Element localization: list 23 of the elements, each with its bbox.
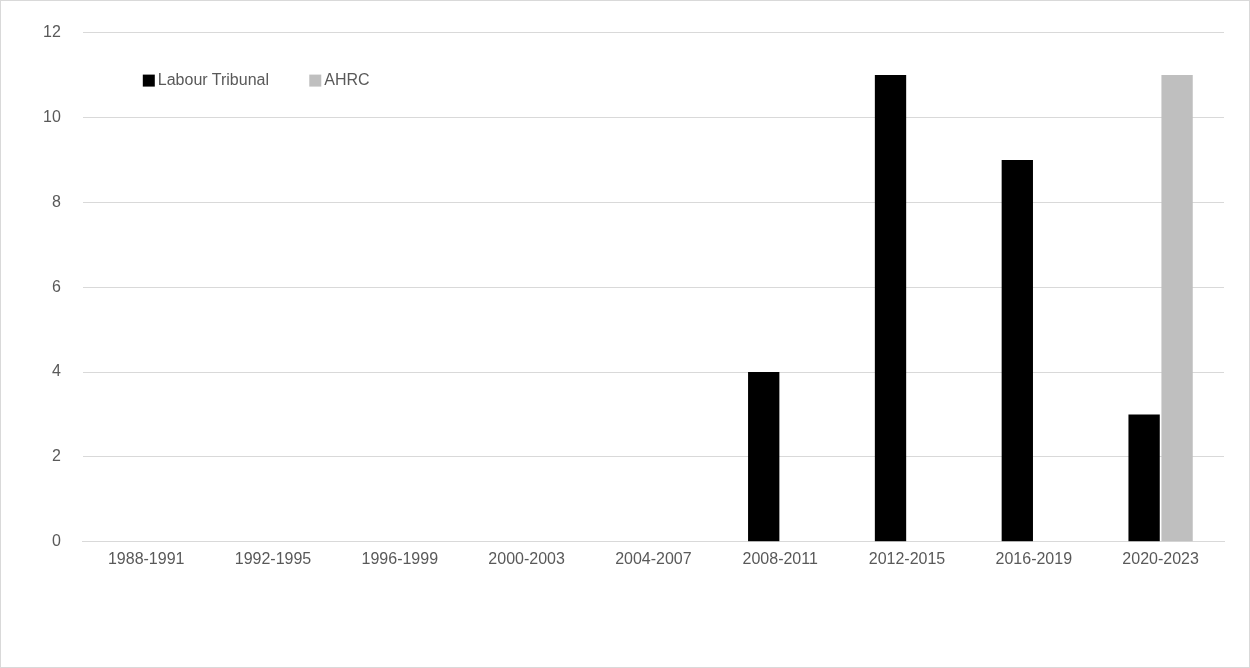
y-tick-label: 2 (51, 447, 61, 465)
x-tick-label: 2004-2007 (615, 549, 692, 567)
y-tick-label: 4 (51, 362, 61, 380)
bar (874, 75, 907, 542)
y-tick-label: 12 (43, 23, 61, 41)
x-tick-label: 2020-2023 (1122, 549, 1199, 567)
y-tick-label: 8 (51, 192, 61, 210)
x-tick-label: 2008-2011 (742, 549, 818, 567)
x-tick-label: 1992-1995 (234, 549, 312, 567)
bar (1161, 75, 1193, 542)
x-tick-label: 2012-2015 (868, 549, 946, 567)
y-tick-label: 0 (51, 532, 61, 550)
y-tick-label: 10 (43, 107, 61, 125)
legend-label: AHRC (324, 71, 370, 89)
y-tick-label: 6 (51, 277, 61, 295)
bar (1128, 414, 1160, 542)
legend-label: Labour Tribunal (157, 71, 269, 89)
bar (1001, 159, 1033, 542)
x-tick-label: 1996-1999 (361, 549, 439, 567)
x-tick-label: 2000-2003 (488, 549, 565, 567)
x-tick-label: 2016-2019 (995, 549, 1073, 567)
bar (748, 372, 780, 542)
x-tick-label: 1988-1991 (107, 549, 185, 567)
